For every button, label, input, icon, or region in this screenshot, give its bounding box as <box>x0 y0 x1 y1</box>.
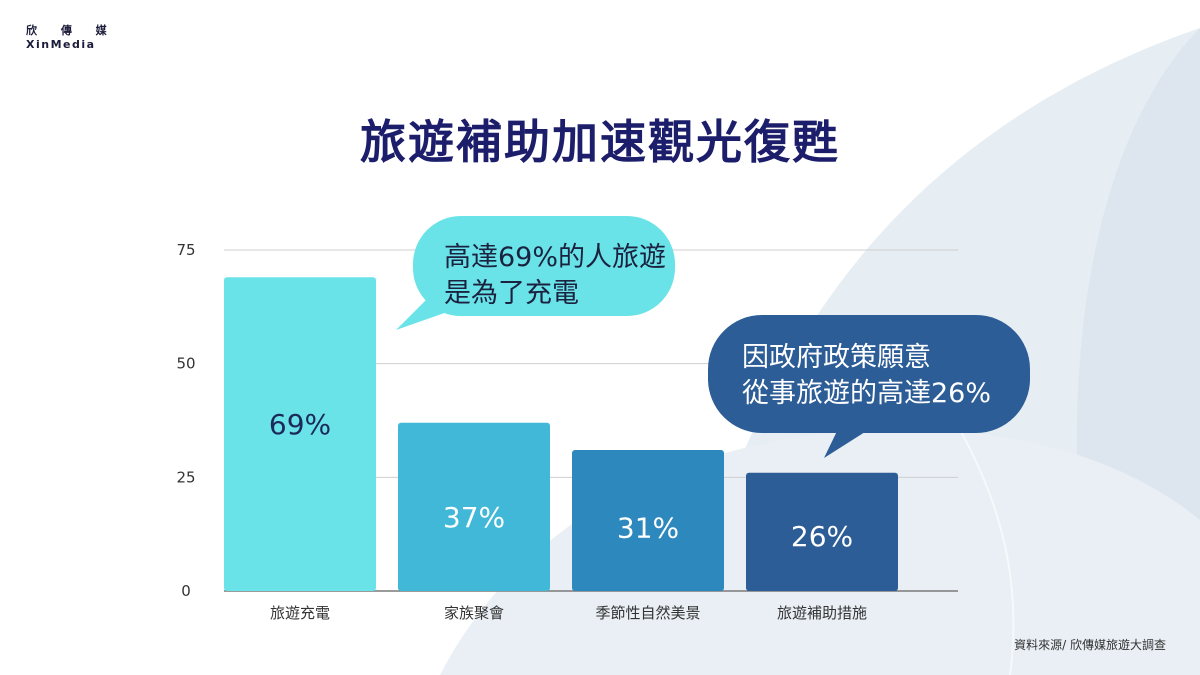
callout-line: 因政府政策願意 <box>742 342 931 373</box>
callout-text-subsidy: 因政府政策願意 從事旅遊的高達26% <box>742 340 991 412</box>
data-label: 31% <box>617 511 679 544</box>
x-tick-label: 旅遊充電 <box>270 604 330 622</box>
data-label: 69% <box>269 408 331 441</box>
data-label: 37% <box>443 501 505 534</box>
bar <box>398 422 550 591</box>
data-label: 26% <box>791 520 853 553</box>
callout-bubble <box>413 216 675 316</box>
logo-english: XinMedia <box>26 38 96 51</box>
callout-text-charging: 高達69%的人旅遊 是為了充電 <box>444 240 666 312</box>
page-title: 旅遊補助加速觀光復甦 <box>360 115 840 169</box>
callout-bubble <box>708 315 1030 433</box>
y-tick-label: 75 <box>176 241 195 259</box>
y-tick-label: 25 <box>176 468 195 486</box>
bar <box>746 472 898 591</box>
y-tick-label: 0 <box>181 582 191 600</box>
bar <box>224 277 376 591</box>
x-tick-label: 季節性自然美景 <box>595 604 700 622</box>
callout-line: 是為了充電 <box>444 278 579 309</box>
x-tick-label: 家族聚會 <box>444 604 504 622</box>
callout-pointer <box>396 296 470 330</box>
callout-line: 高達69%的人旅遊 <box>444 242 667 273</box>
callout-pointer <box>824 425 876 458</box>
y-tick-label: 50 <box>176 355 195 373</box>
bar <box>572 450 724 591</box>
xinmedia-logo: 欣 傳 媒 XinMedia <box>26 24 117 52</box>
source-note: 資料來源/ 欣傳媒旅遊大調查 <box>1014 638 1166 652</box>
callout-line: 從事旅遊的高達26% <box>742 378 992 409</box>
x-tick-label: 旅遊補助措施 <box>777 604 867 622</box>
logo-chinese: 欣 傳 媒 <box>26 24 117 37</box>
